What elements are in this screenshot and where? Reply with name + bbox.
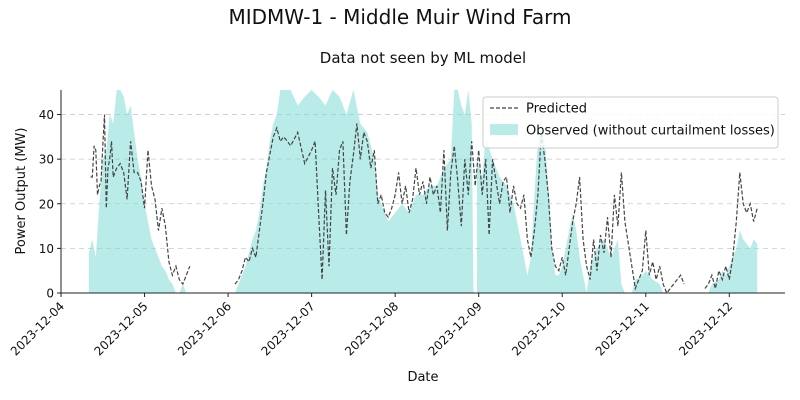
axes xyxy=(57,90,785,297)
y-tick-label: 20 xyxy=(39,197,54,211)
y-tick-label: 40 xyxy=(39,108,54,122)
y-tick-labels: 0 10 20 30 40 xyxy=(39,108,54,300)
x-tick-labels: 2023-12-04 2023-12-05 2023-12-06 2023-12-07… xyxy=(8,299,736,358)
legend: Predicted Observed (without curtailment … xyxy=(482,96,779,149)
y-tick-label: 30 xyxy=(39,153,54,167)
predicted-line-series xyxy=(90,114,758,295)
y-tick-label: 10 xyxy=(39,242,54,256)
y-axis-label: Power Output (MW) xyxy=(14,128,29,255)
x-tick-label: 2023-12-05 xyxy=(91,299,150,358)
x-tick-label: 2023-12-10 xyxy=(509,299,568,358)
legend-predicted-label: Predicted xyxy=(526,102,587,117)
predicted-line xyxy=(90,114,758,295)
chart-subtitle: Data not seen by ML model xyxy=(320,49,526,67)
x-tick-label: 2023-12-12 xyxy=(676,299,735,358)
observed-area xyxy=(708,230,758,293)
x-tick-label: 2023-12-08 xyxy=(342,299,401,358)
legend-observed-label: Observed (without curtailment losses) xyxy=(526,124,775,139)
legend-observed-swatch xyxy=(490,124,518,135)
observed-area xyxy=(88,90,187,293)
x-axis-label: Date xyxy=(407,370,438,385)
x-tick-label: 2023-12-07 xyxy=(259,299,318,358)
x-tick-label: 2023-12-06 xyxy=(175,299,234,358)
x-tick-label: 2023-12-04 xyxy=(8,299,67,358)
y-tick-label: 0 xyxy=(46,287,54,301)
x-tick-label: 2023-12-09 xyxy=(426,299,485,358)
legend-box xyxy=(482,96,779,149)
chart-title: MIDMW-1 - Middle Muir Wind Farm xyxy=(228,5,571,29)
x-tick-label: 2023-12-11 xyxy=(593,299,652,358)
